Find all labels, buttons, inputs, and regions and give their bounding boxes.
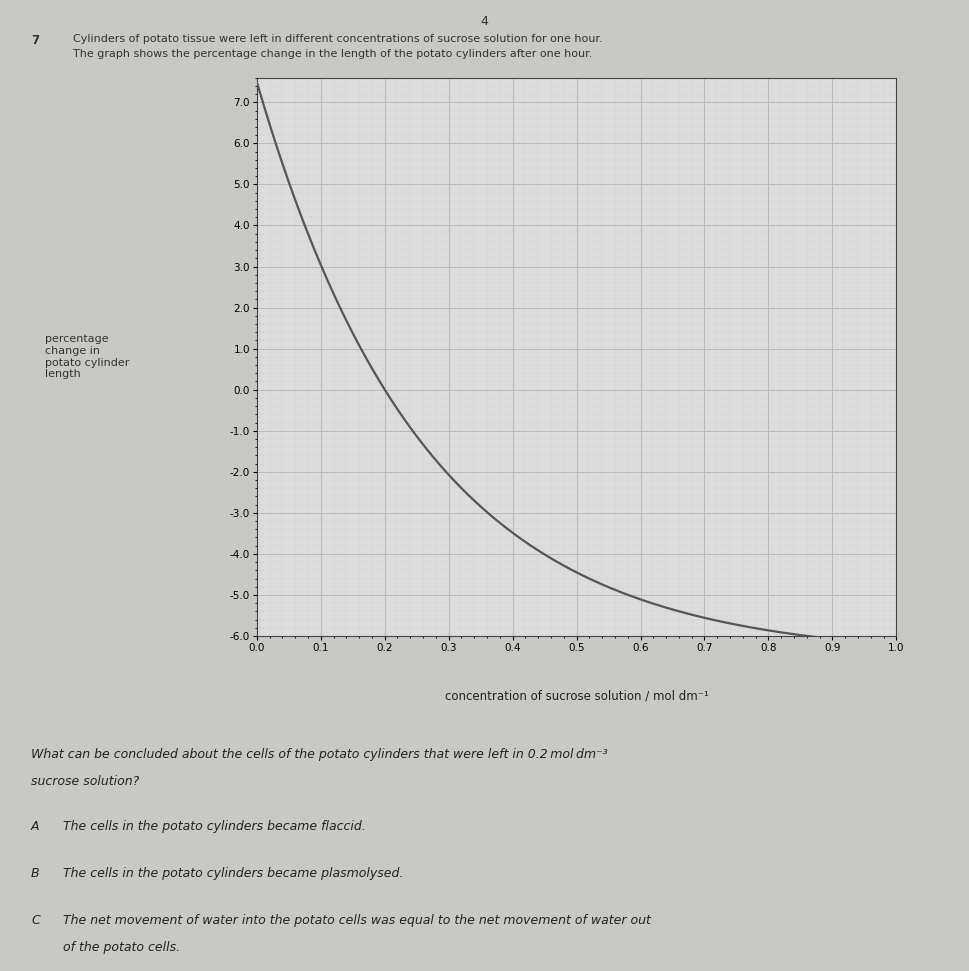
- Text: The net movement of water into the potato cells was equal to the net movement of: The net movement of water into the potat…: [63, 914, 651, 926]
- Text: Cylinders of potato tissue were left in different concentrations of sucrose solu: Cylinders of potato tissue were left in …: [73, 34, 603, 44]
- Text: The graph shows the percentage change in the length of the potato cylinders afte: The graph shows the percentage change in…: [73, 49, 592, 58]
- Text: A: A: [31, 820, 40, 833]
- Text: 4: 4: [481, 15, 488, 27]
- Text: The cells in the potato cylinders became flaccid.: The cells in the potato cylinders became…: [63, 820, 365, 833]
- Text: concentration of sucrose solution / mol dm⁻¹: concentration of sucrose solution / mol …: [445, 689, 708, 702]
- Text: of the potato cells.: of the potato cells.: [63, 941, 180, 954]
- Text: B: B: [31, 867, 40, 880]
- Text: The cells in the potato cylinders became plasmolysed.: The cells in the potato cylinders became…: [63, 867, 403, 880]
- Text: C: C: [31, 914, 40, 926]
- Text: percentage
change in
potato cylinder
length: percentage change in potato cylinder len…: [45, 334, 130, 380]
- Text: 7: 7: [31, 34, 39, 47]
- Text: sucrose solution?: sucrose solution?: [31, 775, 140, 787]
- Text: What can be concluded about the cells of the potato cylinders that were left in : What can be concluded about the cells of…: [31, 748, 608, 760]
